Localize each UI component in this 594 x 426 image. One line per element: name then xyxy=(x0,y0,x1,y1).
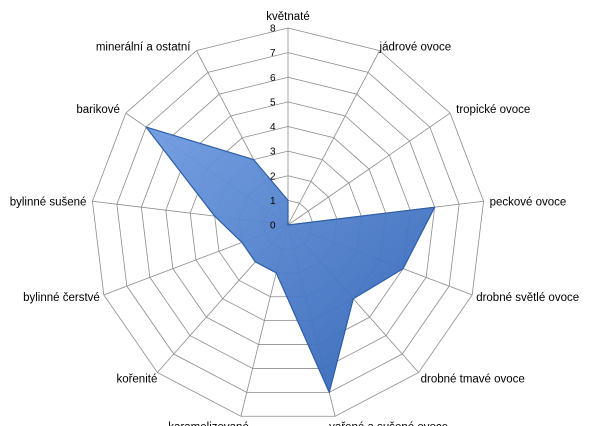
category-label-3: tropické ovoce xyxy=(456,104,530,116)
tick-label-5: 5 xyxy=(270,97,276,108)
tick-label-1: 1 xyxy=(270,196,276,207)
category-label-11: bylinné sušené xyxy=(10,196,87,208)
grid-ring-8 xyxy=(92,27,484,417)
tick-label-6: 6 xyxy=(270,73,276,84)
spoke-2 xyxy=(287,50,380,226)
category-label-6: drobné tmavé ovoce xyxy=(421,373,525,385)
grid-ring-6 xyxy=(140,76,436,369)
series-area-polygon xyxy=(145,126,436,393)
tick-label-7: 7 xyxy=(270,48,276,59)
tick-label-2: 2 xyxy=(270,171,276,182)
radial-axis-ticks: 0 1 2 3 4 5 6 7 8 xyxy=(270,24,276,232)
category-label-13: minerální a ostatní xyxy=(96,42,191,54)
category-label-2: jádrové ovoce xyxy=(379,42,452,54)
tick-label-8: 8 xyxy=(270,24,276,35)
category-label-1: květnaté xyxy=(266,11,309,23)
category-label-12: barikové xyxy=(76,104,119,116)
category-label-10: bylinné čerstvé xyxy=(23,292,100,304)
category-labels: květnaté jádrové ovoce tropické ovoce pecko… xyxy=(10,11,579,426)
tick-label-0: 0 xyxy=(270,221,276,232)
category-label-9: kořenité xyxy=(116,373,157,385)
spoke-3 xyxy=(287,112,451,226)
category-label-5: drobné světlé ovoce xyxy=(476,292,579,304)
category-label-4: peckové ovoce xyxy=(490,196,567,208)
series-area xyxy=(145,126,436,393)
tick-label-4: 4 xyxy=(270,122,276,133)
category-label-8: karamelizované xyxy=(168,421,249,426)
tick-label-3: 3 xyxy=(270,147,276,158)
category-label-7: vařené a sušené ovoce xyxy=(329,421,448,426)
grid-ring-7 xyxy=(116,52,460,393)
